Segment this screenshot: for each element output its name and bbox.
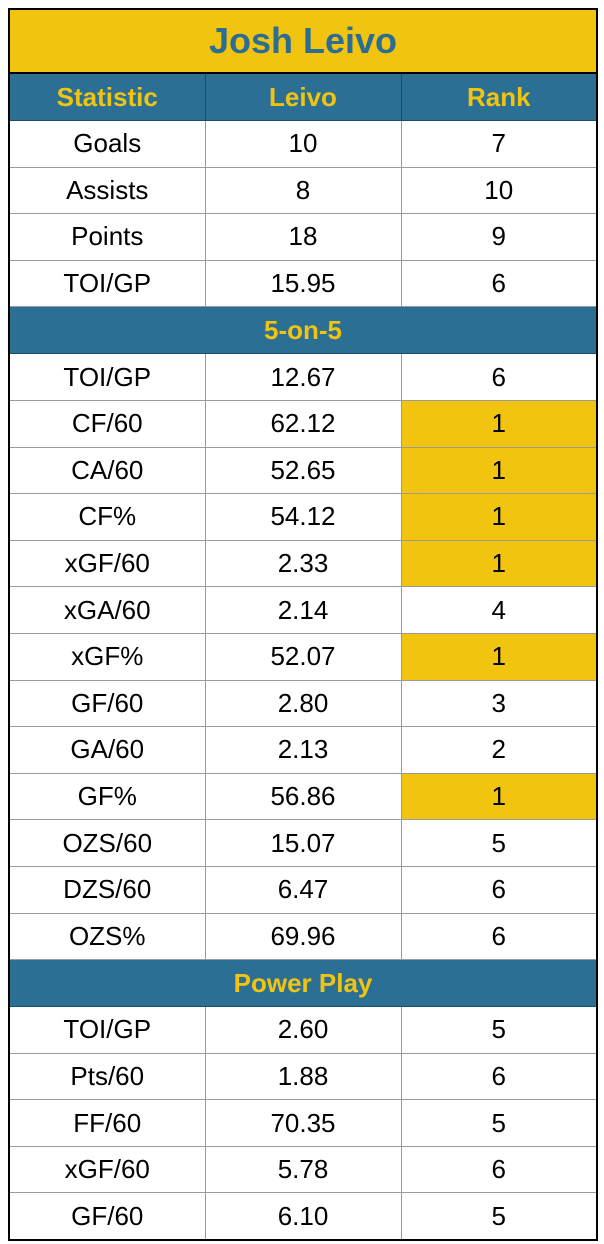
table-row: GF/60 2.80 3 bbox=[8, 679, 598, 728]
rank-cell: 6 bbox=[400, 259, 598, 308]
stat-cell: CF/60 bbox=[8, 399, 206, 448]
rank-cell: 9 bbox=[400, 213, 598, 261]
value-cell: 18 bbox=[204, 213, 402, 261]
rank-cell: 7 bbox=[400, 120, 598, 168]
stat-cell: TOI/GP bbox=[8, 1006, 206, 1054]
stat-cell: TOI/GP bbox=[8, 259, 206, 308]
rank-cell: 3 bbox=[400, 679, 598, 728]
table-row: FF/60 70.35 5 bbox=[8, 1099, 598, 1147]
value-cell: 56.86 bbox=[204, 772, 402, 821]
table-row: CF/60 62.12 1 bbox=[8, 399, 598, 448]
table-row: xGF% 52.07 1 bbox=[8, 632, 598, 681]
stat-cell: Goals bbox=[8, 120, 206, 168]
stat-cell: Points bbox=[8, 213, 206, 261]
rank-cell: 1 bbox=[400, 632, 598, 681]
rank-cell: 1 bbox=[400, 493, 598, 541]
section-label: 5-on-5 bbox=[8, 306, 598, 355]
header-player: Leivo bbox=[204, 72, 402, 121]
value-cell: 2.60 bbox=[204, 1006, 402, 1054]
value-cell: 2.33 bbox=[204, 539, 402, 588]
rank-cell: 1 bbox=[400, 399, 598, 448]
value-cell: 8 bbox=[204, 166, 402, 215]
rank-cell: 6 bbox=[400, 1052, 598, 1101]
rank-cell: 6 bbox=[400, 353, 598, 401]
value-cell: 69.96 bbox=[204, 912, 402, 961]
table-row: Assists 8 10 bbox=[8, 166, 598, 215]
value-cell: 52.07 bbox=[204, 632, 402, 681]
rank-cell: 6 bbox=[400, 865, 598, 914]
value-cell: 62.12 bbox=[204, 399, 402, 448]
stat-cell: GF/60 bbox=[8, 679, 206, 728]
table-row: OZS% 69.96 6 bbox=[8, 912, 598, 961]
table-row: GF% 56.86 1 bbox=[8, 772, 598, 821]
section-header-row: 5-on-5 bbox=[8, 306, 598, 355]
rank-cell: 5 bbox=[400, 819, 598, 867]
player-title: Josh Leivo bbox=[7, 8, 599, 74]
value-cell: 15.07 bbox=[204, 819, 402, 867]
value-cell: 2.80 bbox=[204, 679, 402, 728]
rank-cell: 2 bbox=[400, 726, 598, 774]
value-cell: 70.35 bbox=[204, 1099, 402, 1147]
value-cell: 54.12 bbox=[204, 493, 402, 541]
table-row: TOI/GP 15.95 6 bbox=[8, 259, 598, 308]
value-cell: 1.88 bbox=[204, 1052, 402, 1101]
title-row: Josh Leivo bbox=[7, 8, 599, 74]
stat-cell: CF% bbox=[8, 493, 206, 541]
table-row: xGF/60 5.78 6 bbox=[8, 1145, 598, 1194]
stats-table: Josh Leivo Statistic Leivo Rank Goals 10 7… bbox=[7, 8, 599, 1242]
value-cell: 10 bbox=[204, 120, 402, 168]
value-cell: 6.10 bbox=[204, 1192, 402, 1241]
rank-cell: 4 bbox=[400, 586, 598, 634]
stat-cell: xGF/60 bbox=[8, 1145, 206, 1194]
value-cell: 2.13 bbox=[204, 726, 402, 774]
rank-cell: 6 bbox=[400, 1145, 598, 1194]
rank-cell: 6 bbox=[400, 912, 598, 961]
table-row: GA/60 2.13 2 bbox=[8, 726, 598, 774]
value-cell: 15.95 bbox=[204, 259, 402, 308]
stat-cell: xGF/60 bbox=[8, 539, 206, 588]
rank-cell: 1 bbox=[400, 446, 598, 495]
table-row: Pts/60 1.88 6 bbox=[8, 1052, 598, 1101]
rank-cell: 1 bbox=[400, 539, 598, 588]
stat-cell: CA/60 bbox=[8, 446, 206, 495]
rank-cell: 5 bbox=[400, 1099, 598, 1147]
value-cell: 2.14 bbox=[204, 586, 402, 634]
value-cell: 52.65 bbox=[204, 446, 402, 495]
table-row: OZS/60 15.07 5 bbox=[8, 819, 598, 867]
stat-cell: Pts/60 bbox=[8, 1052, 206, 1101]
table-row: xGF/60 2.33 1 bbox=[8, 539, 598, 588]
value-cell: 12.67 bbox=[204, 353, 402, 401]
table-row: DZS/60 6.47 6 bbox=[8, 865, 598, 914]
table-row: TOI/GP 12.67 6 bbox=[8, 353, 598, 401]
stat-cell: GF% bbox=[8, 772, 206, 821]
section-header-row: Power Play bbox=[8, 959, 598, 1008]
stat-cell: GA/60 bbox=[8, 726, 206, 774]
value-cell: 5.78 bbox=[204, 1145, 402, 1194]
rank-cell: 10 bbox=[400, 166, 598, 215]
table-row: CF% 54.12 1 bbox=[8, 493, 598, 541]
stat-cell: FF/60 bbox=[8, 1099, 206, 1147]
rank-cell: 5 bbox=[400, 1192, 598, 1241]
table-row: TOI/GP 2.60 5 bbox=[8, 1006, 598, 1054]
value-cell: 6.47 bbox=[204, 865, 402, 914]
table-row: GF/60 6.10 5 bbox=[8, 1192, 598, 1241]
stat-cell: GF/60 bbox=[8, 1192, 206, 1241]
rank-cell: 5 bbox=[400, 1006, 598, 1054]
stat-cell: Assists bbox=[8, 166, 206, 215]
table-row: Points 18 9 bbox=[8, 213, 598, 261]
section-label: Power Play bbox=[8, 959, 598, 1008]
stat-cell: TOI/GP bbox=[8, 353, 206, 401]
table-row: Goals 10 7 bbox=[8, 120, 598, 168]
stat-cell: xGF% bbox=[8, 632, 206, 681]
table-row: CA/60 52.65 1 bbox=[8, 446, 598, 495]
stat-cell: xGA/60 bbox=[8, 586, 206, 634]
header-rank: Rank bbox=[400, 72, 598, 121]
stat-cell: DZS/60 bbox=[8, 865, 206, 914]
stat-cell: OZS% bbox=[8, 912, 206, 961]
rank-cell: 1 bbox=[400, 772, 598, 821]
header-statistic: Statistic bbox=[8, 72, 206, 121]
stat-cell: OZS/60 bbox=[8, 819, 206, 867]
table-row: xGA/60 2.14 4 bbox=[8, 586, 598, 634]
column-header-row: Statistic Leivo Rank bbox=[8, 72, 598, 121]
